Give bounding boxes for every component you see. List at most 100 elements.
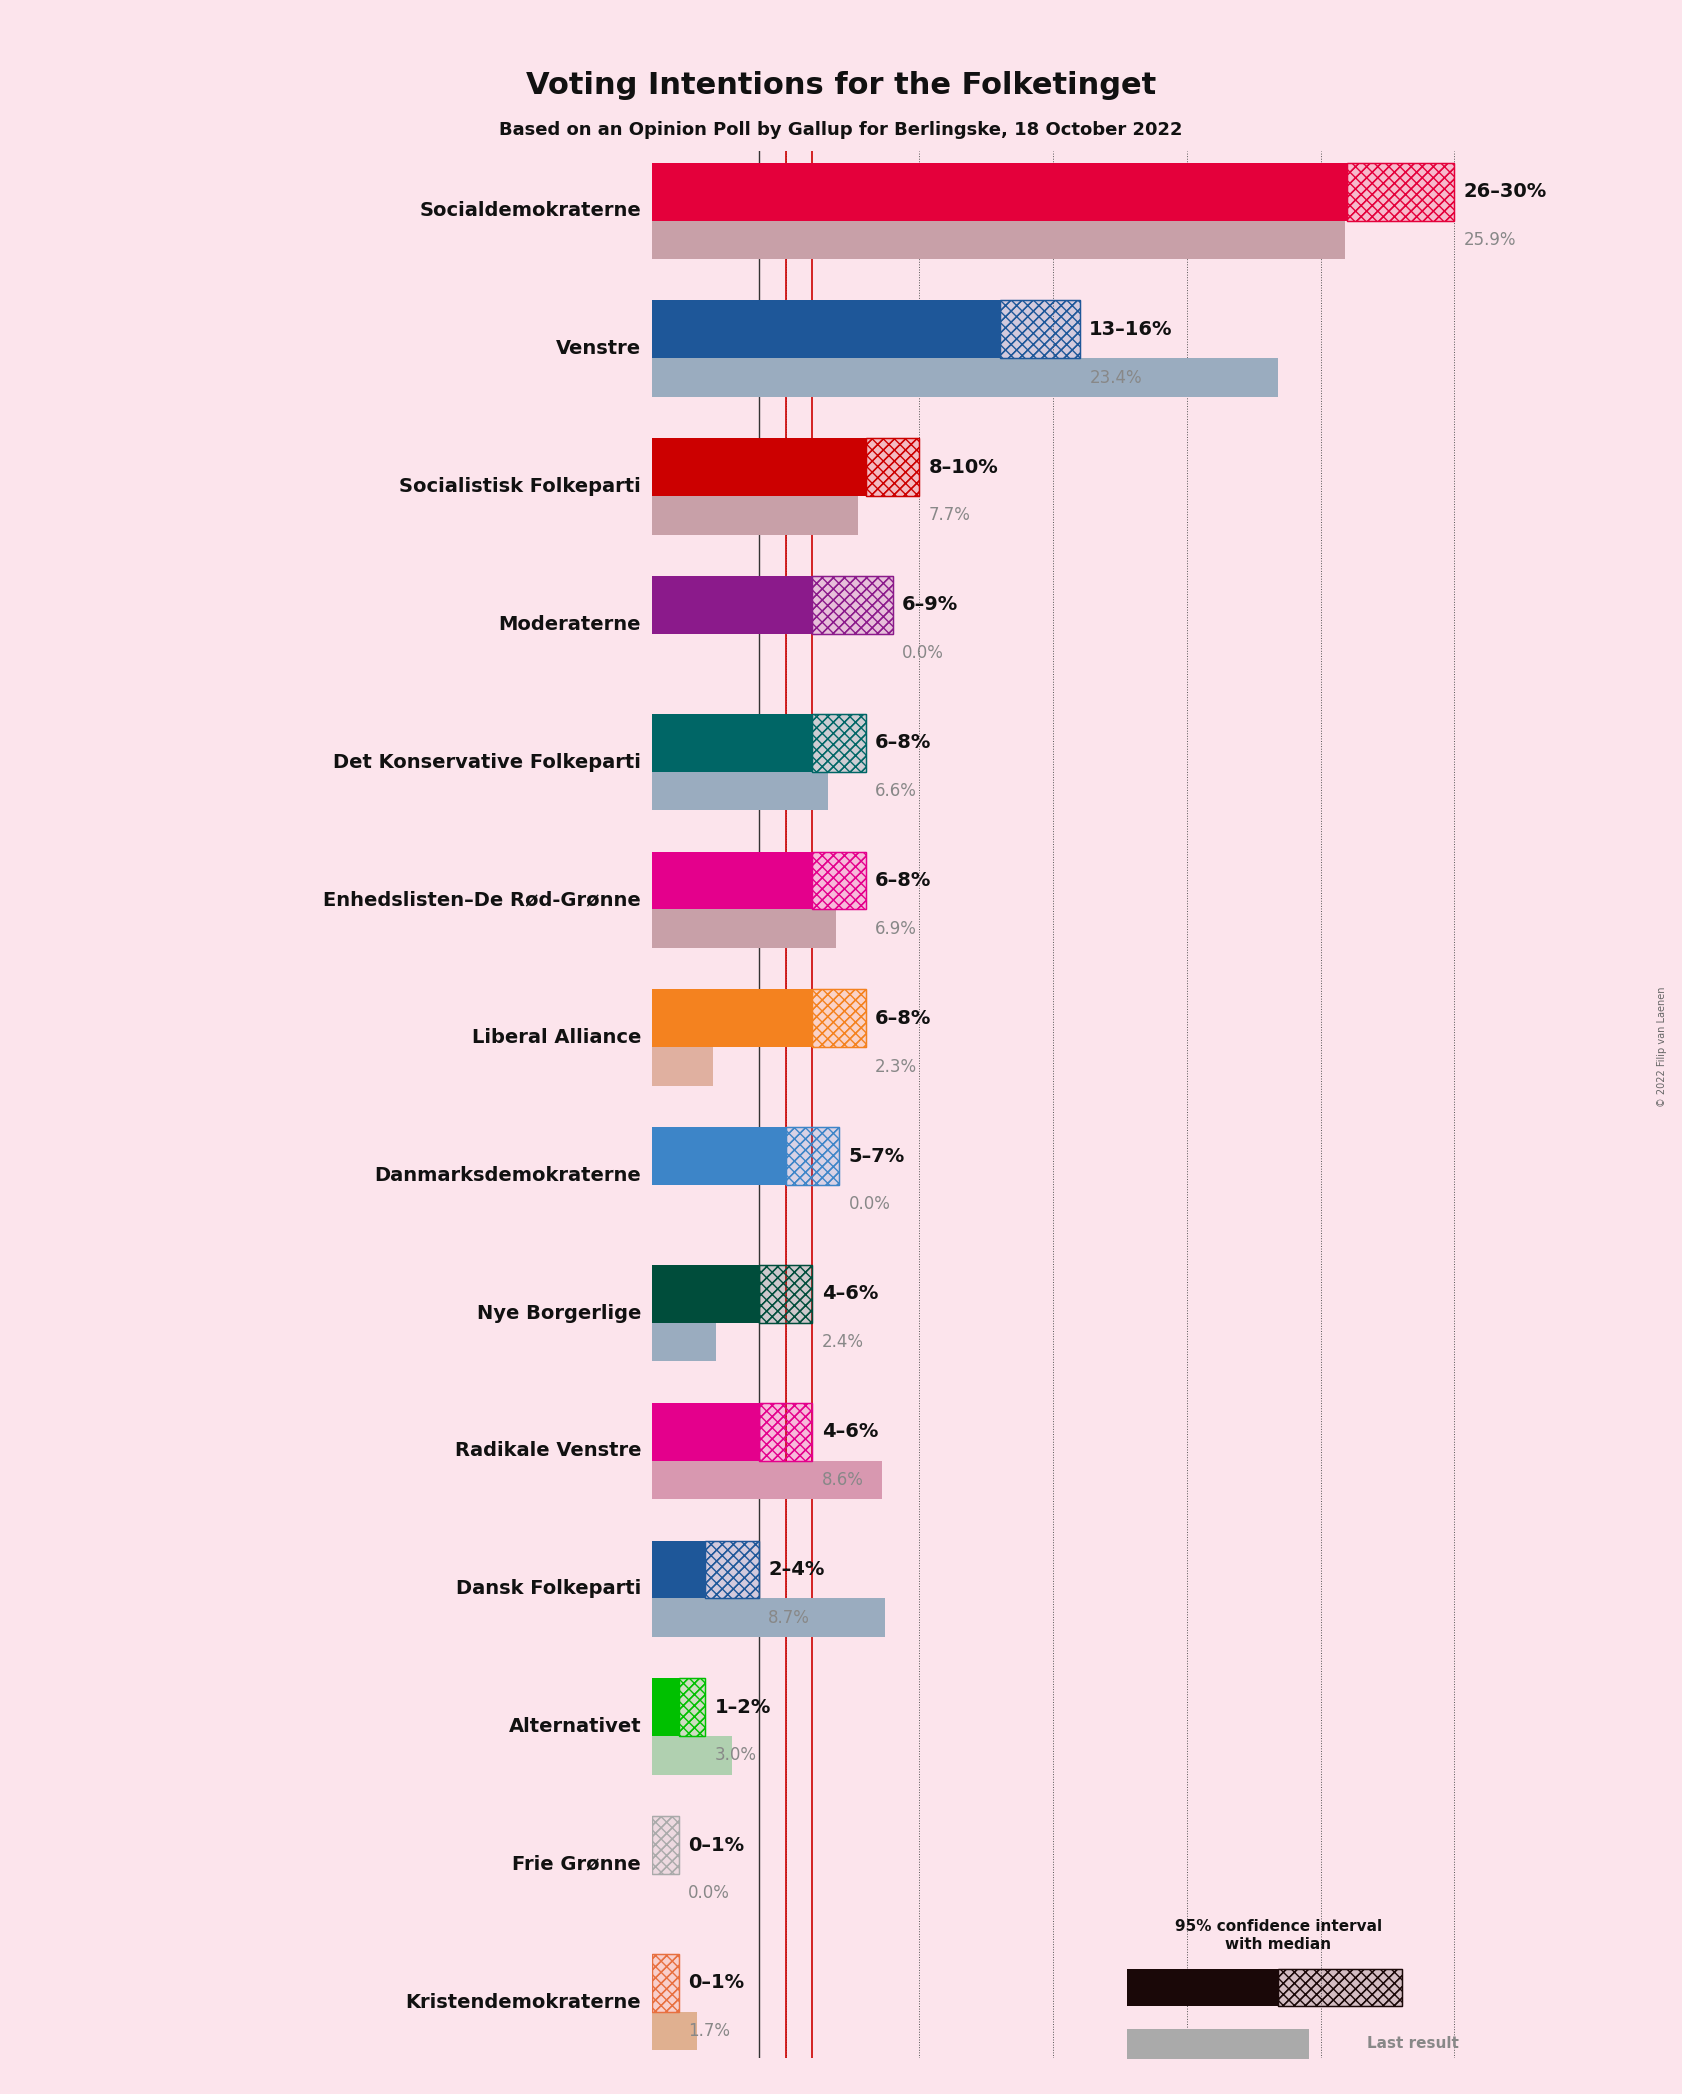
Bar xyxy=(653,496,858,534)
Text: 95% confidence interval
with median: 95% confidence interval with median xyxy=(1174,1920,1383,1952)
Text: Socialistisk Folkeparti: Socialistisk Folkeparti xyxy=(399,477,641,496)
Bar xyxy=(812,576,893,634)
Bar xyxy=(759,1265,812,1323)
Text: Enhedslisten–De Rød-Grønne: Enhedslisten–De Rød-Grønne xyxy=(323,890,641,909)
Text: 7.7%: 7.7% xyxy=(928,507,971,524)
Bar xyxy=(653,1403,759,1462)
Text: Based on an Opinion Poll by Gallup for Berlingske, 18 October 2022: Based on an Opinion Poll by Gallup for B… xyxy=(500,121,1182,140)
Bar xyxy=(653,1954,678,2012)
Text: 1.7%: 1.7% xyxy=(688,2023,730,2040)
Bar xyxy=(866,438,920,496)
Bar xyxy=(785,1127,839,1185)
Bar xyxy=(653,1265,759,1323)
Bar xyxy=(653,299,999,358)
Bar xyxy=(812,714,866,773)
Bar xyxy=(759,1265,812,1323)
Bar xyxy=(1127,1968,1278,2006)
Text: Danmarksdemokraterne: Danmarksdemokraterne xyxy=(375,1166,641,1185)
Bar xyxy=(705,1541,759,1598)
Bar xyxy=(812,988,866,1047)
Bar xyxy=(812,714,866,773)
Bar xyxy=(812,576,893,634)
Bar xyxy=(653,1677,678,1736)
Bar xyxy=(812,852,866,909)
Text: 0–1%: 0–1% xyxy=(688,1836,743,1855)
Text: 5–7%: 5–7% xyxy=(848,1148,905,1166)
Bar xyxy=(653,576,812,634)
Text: 4–6%: 4–6% xyxy=(822,1284,878,1302)
Bar xyxy=(999,299,1080,358)
Bar xyxy=(866,438,920,496)
Bar xyxy=(653,909,836,949)
Bar xyxy=(812,988,866,1047)
Bar xyxy=(999,299,1080,358)
Text: Nye Borgerlige: Nye Borgerlige xyxy=(476,1305,641,1323)
Bar xyxy=(653,1323,717,1361)
Bar xyxy=(653,358,1278,398)
Bar xyxy=(759,1403,812,1462)
Bar xyxy=(812,852,866,909)
Text: 4–6%: 4–6% xyxy=(822,1422,878,1441)
Bar xyxy=(785,1127,839,1185)
Bar xyxy=(653,1954,678,2012)
Bar xyxy=(653,1047,713,1087)
Bar xyxy=(705,1541,759,1598)
Text: 23.4%: 23.4% xyxy=(1090,369,1142,387)
Text: Alternativet: Alternativet xyxy=(508,1717,641,1736)
Bar xyxy=(759,1265,812,1323)
Text: 6–9%: 6–9% xyxy=(902,595,959,614)
Bar xyxy=(999,299,1080,358)
Bar xyxy=(678,1677,705,1736)
Text: 6–8%: 6–8% xyxy=(875,871,932,890)
Bar xyxy=(785,1127,839,1185)
Text: 2.3%: 2.3% xyxy=(875,1057,917,1076)
Text: 0.0%: 0.0% xyxy=(848,1196,890,1212)
Bar xyxy=(653,988,812,1047)
Bar xyxy=(653,1815,678,1874)
Text: 1–2%: 1–2% xyxy=(715,1698,770,1717)
Text: 6.9%: 6.9% xyxy=(875,919,917,938)
Bar xyxy=(678,1677,705,1736)
Text: 2.4%: 2.4% xyxy=(822,1334,863,1351)
Bar xyxy=(1347,163,1455,220)
Text: Liberal Alliance: Liberal Alliance xyxy=(471,1028,641,1047)
Bar xyxy=(678,1677,705,1736)
Text: Last result: Last result xyxy=(1367,2035,1458,2052)
Bar xyxy=(1127,2029,1309,2058)
Text: 26–30%: 26–30% xyxy=(1463,182,1547,201)
Bar xyxy=(759,1403,812,1462)
Text: 8.7%: 8.7% xyxy=(769,1608,811,1627)
Text: Moderaterne: Moderaterne xyxy=(498,616,641,634)
Bar xyxy=(1278,1968,1403,2006)
Text: 6–8%: 6–8% xyxy=(875,733,932,752)
Text: Det Konservative Folkeparti: Det Konservative Folkeparti xyxy=(333,752,641,771)
Text: Frie Grønne: Frie Grønne xyxy=(513,1855,641,1874)
Text: Socialdemokraterne: Socialdemokraterne xyxy=(419,201,641,220)
Text: 13–16%: 13–16% xyxy=(1090,320,1172,339)
Bar xyxy=(1278,1968,1403,2006)
Bar xyxy=(705,1541,759,1598)
Text: 0.0%: 0.0% xyxy=(688,1885,730,1901)
Bar xyxy=(653,2012,698,2050)
Text: 2–4%: 2–4% xyxy=(769,1560,824,1579)
Text: Venstre: Venstre xyxy=(557,339,641,358)
Bar xyxy=(1278,1968,1403,2006)
Text: © 2022 Filip van Laenen: © 2022 Filip van Laenen xyxy=(1657,986,1667,1108)
Bar xyxy=(653,163,1347,220)
Bar xyxy=(866,438,920,496)
Bar xyxy=(653,1815,678,1874)
Bar xyxy=(812,988,866,1047)
Text: 25.9%: 25.9% xyxy=(1463,230,1517,249)
Text: 0–1%: 0–1% xyxy=(688,1973,743,1991)
Text: Kristendemokraterne: Kristendemokraterne xyxy=(405,1993,641,2012)
Text: 6.6%: 6.6% xyxy=(875,781,917,800)
Bar xyxy=(653,852,812,909)
Text: Radikale Venstre: Radikale Venstre xyxy=(454,1441,641,1460)
Bar xyxy=(1347,163,1455,220)
Text: Dansk Folkeparti: Dansk Folkeparti xyxy=(456,1579,641,1598)
Bar xyxy=(653,773,829,810)
Bar xyxy=(1347,163,1455,220)
Bar xyxy=(653,1541,705,1598)
Bar xyxy=(812,576,893,634)
Text: 8–10%: 8–10% xyxy=(928,459,999,477)
